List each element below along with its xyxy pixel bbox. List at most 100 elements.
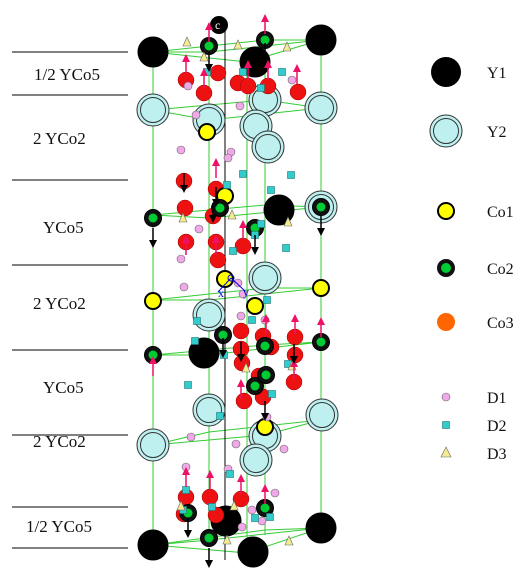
d2-site (268, 390, 276, 398)
d1-site (194, 224, 204, 234)
d1-site (186, 432, 196, 442)
y1-atom (137, 36, 169, 68)
d1-site (257, 516, 267, 526)
moment-up-arrow (182, 467, 190, 487)
co1-atom (312, 279, 330, 297)
moment-up-arrow (237, 474, 245, 494)
moment-down-arrow (251, 235, 259, 255)
legend-item: D1 (441, 390, 507, 407)
d1-site (191, 110, 201, 120)
d2-site (282, 244, 290, 252)
moment-up-arrow (261, 484, 269, 504)
d1-site-icon (441, 392, 451, 402)
co3-atom (209, 64, 227, 82)
co2-atom (144, 209, 162, 227)
y-axis-label: y (243, 285, 249, 299)
moment-up-arrow (200, 68, 208, 88)
legend-label: D2 (487, 418, 507, 435)
moment-up-arrow (212, 158, 220, 178)
moment-down-arrow (149, 228, 157, 248)
d2-site (184, 381, 192, 389)
moment-up-arrow (264, 60, 272, 80)
co1-atom (144, 292, 162, 310)
d2-site (182, 486, 190, 494)
co3-atom (239, 77, 257, 95)
d1-site (176, 145, 186, 155)
layer-label: YCo5 (43, 378, 84, 397)
co1-atom (246, 297, 264, 315)
legend-item: Y1 (431, 57, 507, 87)
d2-site (226, 470, 234, 478)
d1-site (223, 153, 233, 163)
legend-label: Co3 (487, 315, 514, 332)
d3-site (176, 500, 186, 511)
moment-down-arrow (237, 342, 245, 362)
co3-atom (289, 83, 307, 101)
legend: Y1 Y2 Co1 Co2 Co3 D1 D2 D3 (429, 57, 514, 463)
y2-atom (136, 93, 170, 127)
co2-atom (246, 377, 264, 395)
moment-down-arrow (205, 52, 213, 72)
d1-site (231, 439, 241, 449)
layer-labels: 1/2 YCo5 2 YCo2 YCo5 2 YCo2 YCo5 2 YCo2 … (26, 65, 100, 536)
d1-site (235, 101, 245, 111)
moment-up-arrow (212, 235, 220, 255)
legend-item: Y2 (429, 114, 507, 148)
d2-site (248, 316, 256, 324)
moment-down-arrow (180, 173, 188, 193)
layer-separators (12, 51, 128, 549)
d2-site (216, 412, 224, 420)
moment-up-arrow (205, 22, 213, 42)
co3-atom (209, 251, 227, 269)
d2-site (191, 337, 199, 345)
magnetic-moment-arrows (149, 14, 325, 568)
legend-label: Co1 (487, 204, 514, 221)
d1-site (233, 278, 243, 288)
moment-up-arrow (237, 379, 245, 399)
layer-label: 2 YCo2 (33, 432, 86, 451)
unit-cell-edges (152, 39, 322, 554)
d2-site (257, 220, 265, 228)
moment-up-arrow (317, 317, 325, 337)
co1-atom (256, 418, 274, 436)
origin-axes: x y (217, 274, 249, 300)
moment-up-arrow (261, 14, 269, 34)
y1-atom (188, 337, 220, 369)
moment-up-arrow (291, 314, 299, 334)
d1-site (270, 488, 280, 498)
d1-site (179, 282, 189, 292)
d2-site (251, 514, 259, 522)
y2-atom (192, 298, 226, 332)
d1-site (237, 522, 247, 532)
co3-atom-icon (437, 313, 455, 331)
y2-atom (239, 443, 273, 477)
y2-atom (251, 130, 285, 164)
moment-down-arrow (261, 401, 269, 421)
moment-down-arrow (184, 518, 192, 538)
moment-up-arrow (149, 356, 157, 376)
d2-site-icon (442, 421, 450, 429)
moment-up-arrow (182, 235, 190, 255)
moment-down-arrow (261, 43, 269, 63)
legend-item: D2 (442, 418, 507, 435)
d3-site (284, 535, 294, 546)
legend-label: D3 (487, 446, 507, 463)
moment-up-arrow (293, 64, 301, 84)
moment-up-arrow (244, 60, 252, 80)
layer-label: 2 YCo2 (33, 129, 86, 148)
co1-atom (198, 123, 216, 141)
moment-down-arrow (212, 187, 220, 207)
d1-site (176, 254, 186, 264)
d3-site (182, 36, 192, 47)
co2-atom (256, 337, 274, 355)
y1-atom (237, 536, 269, 568)
layer-label: YCo5 (43, 218, 84, 237)
moment-up-arrow (262, 314, 270, 334)
legend-label: Co2 (487, 261, 514, 278)
co2-atom (200, 529, 218, 547)
atoms-layer (136, 24, 339, 568)
legend-item: Co1 (437, 202, 514, 221)
d2-site (267, 186, 275, 194)
moment-down-arrow (290, 344, 298, 364)
